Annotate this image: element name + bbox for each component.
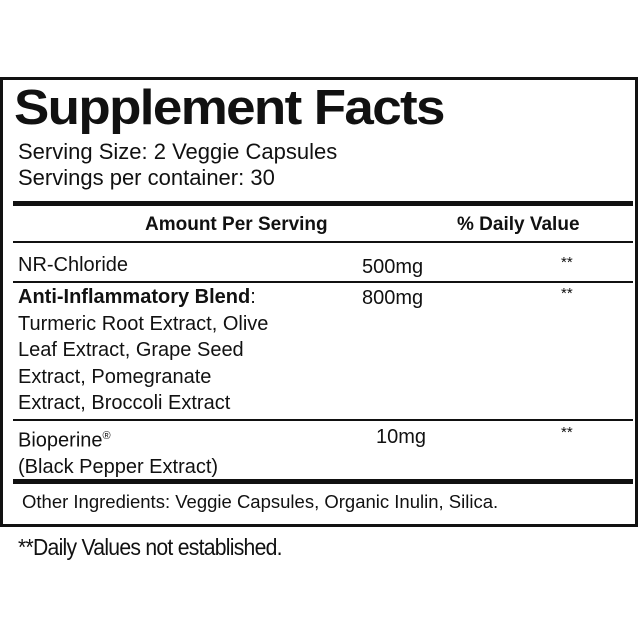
ingredient-name: Anti-Inflammatory Blend [18,286,251,308]
ingredient-amount: 800mg [362,287,424,309]
footnote: **Daily Values not established. [18,534,283,560]
daily-value: ** [561,424,573,441]
ingredient-detail: (Black Pepper Extract) [18,456,219,479]
registered-mark: ® [102,430,111,442]
divider [13,281,633,283]
ingredient-detail: Extract, Pomegranate [18,365,212,388]
divider-thick [13,479,633,484]
panel-title: Supplement Facts [14,81,445,135]
servings-per-container: Servings per container: 30 [18,165,275,190]
ingredient-block: Anti-Inflammatory Blend: Turmeric Root E… [18,284,268,417]
name-suffix: : [250,286,256,308]
supplement-facts-panel [0,77,638,527]
ingredient-name: Bioperine [18,429,103,452]
daily-value: ** [561,254,573,271]
serving-size: Serving Size: 2 Veggie Capsules [18,139,338,164]
divider [13,241,633,243]
ingredient-detail: Leaf Extract, Grape Seed [18,339,244,361]
ingredient-block: Bioperine® (Black Pepper Extract) [18,423,218,481]
ingredient-amount: 500mg [362,256,424,278]
daily-value: ** [561,285,573,302]
other-ingredients: Other Ingredients: Veggie Capsules, Orga… [22,491,499,512]
header-daily-value: % Daily Value [457,214,580,235]
divider-thick [13,201,633,206]
ingredient-detail: Turmeric Root Extract, Olive [18,312,269,335]
ingredient-name: NR-Chloride [18,254,129,276]
ingredient-detail: Extract, Broccoli Extract [18,392,231,414]
ingredient-amount: 10mg [376,426,427,448]
divider [13,419,633,421]
header-amount: Amount Per Serving [145,214,328,235]
